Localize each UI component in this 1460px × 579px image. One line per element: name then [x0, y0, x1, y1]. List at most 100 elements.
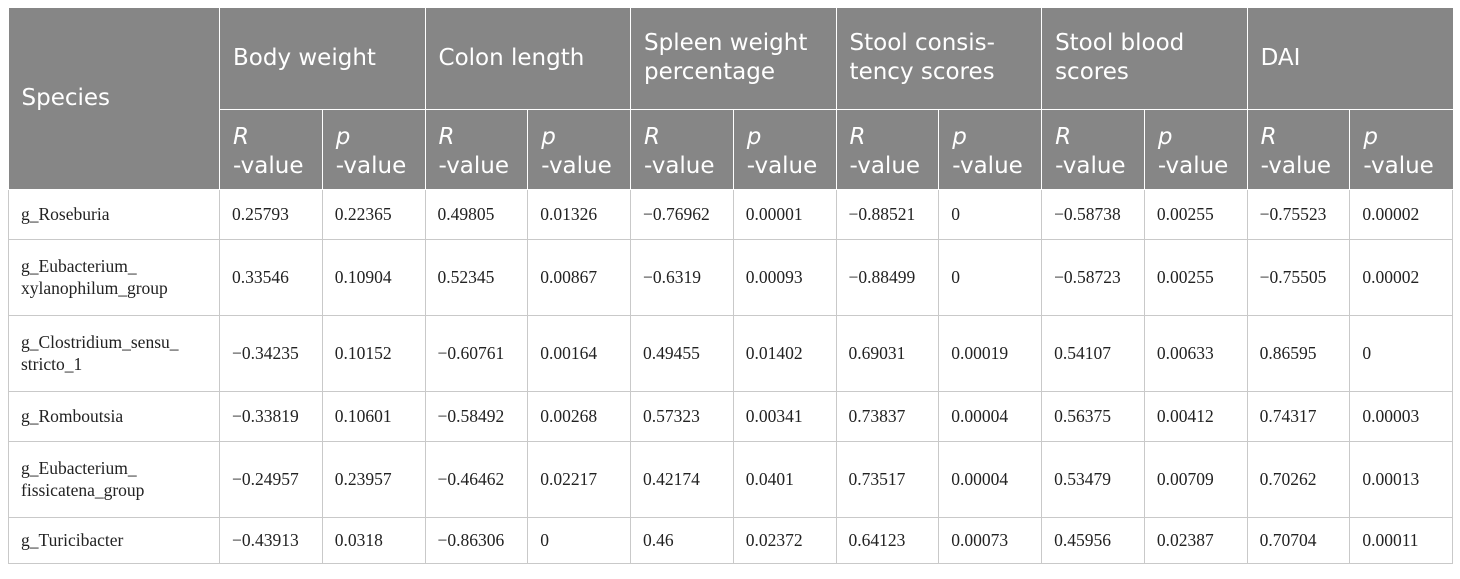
r-value-cell: −0.86306: [424, 516, 529, 564]
stat-suffix: -value: [1260, 153, 1332, 179]
group-header-stool-consistency: Stool consis-tency scores: [836, 8, 1043, 110]
stat-suffix: -value: [746, 153, 818, 179]
stat-suffix: -value: [335, 153, 407, 179]
p-value-cell: 0.00867: [527, 238, 632, 316]
p-value-cell: 0.00255: [1143, 188, 1248, 240]
table-row: g_Turicibacter −0.43913 0.0318 −0.86306 0 0.4…: [8, 516, 1454, 564]
p-value-cell: 0.02387: [1143, 516, 1248, 564]
r-value-cell: 0.25793: [219, 188, 323, 240]
r-value-header-spleen-weight: R -value: [630, 109, 734, 190]
stat-suffix: -value: [849, 153, 921, 179]
r-value-cell: −0.88499: [835, 238, 940, 316]
p-value-cell: 0.00633: [1143, 314, 1248, 392]
r-value-cell: 0.69031: [835, 314, 940, 392]
r-value-cell: −0.58738: [1041, 188, 1145, 240]
p-value-header-body-weight: p -value: [322, 109, 426, 190]
r-value-cell: 0.70262: [1246, 440, 1351, 518]
p-value-cell: 0.00164: [527, 314, 632, 392]
correlation-table: Species Body weight Colon length Spleen …: [8, 8, 1454, 564]
r-value-header-body-weight: R -value: [219, 109, 323, 190]
species-cell: g_Romboutsia: [8, 390, 220, 442]
stat-suffix: -value: [1055, 153, 1126, 179]
stat-letter: p: [335, 124, 351, 150]
species-cell: g_Clostridium_sensu_ stricto_1: [8, 314, 220, 392]
r-value-cell: −0.58492: [424, 390, 529, 442]
table-header: Species Body weight Colon length Spleen …: [8, 8, 1453, 190]
p-value-cell: 0.10601: [321, 390, 426, 442]
r-value-cell: −0.75523: [1246, 188, 1351, 240]
group-header-body-weight: Body weight: [219, 8, 426, 110]
table-row: g_Roseburia 0.25793 0.22365 0.49805 0.01326−…: [8, 188, 1454, 240]
stat-letter: p: [1363, 124, 1378, 150]
r-value-cell: 0.49455: [630, 314, 734, 392]
p-value-cell: 0.00011: [1349, 516, 1454, 564]
p-value-cell: 0.0401: [732, 440, 837, 518]
species-header: Species: [8, 8, 220, 190]
p-value-cell: 0.00268: [527, 390, 632, 442]
r-value-cell: 0.46: [630, 516, 734, 564]
stat-letter: p: [746, 124, 762, 150]
species-cell: g_Eubacterium_ fissicatena_group: [8, 440, 220, 518]
p-value-cell: 0.01326: [527, 188, 632, 240]
table-row: g_Eubacterium_ fissicatena_group −0.24957…: [8, 440, 1454, 518]
r-value-cell: 0.54107: [1041, 314, 1145, 392]
p-value-cell: 0.00013: [1349, 440, 1454, 518]
r-value-cell: −0.33819: [219, 390, 323, 442]
r-value-cell: 0.52345: [424, 238, 529, 316]
r-value-cell: 0.53479: [1041, 440, 1145, 518]
r-value-cell: −0.46462: [424, 440, 529, 518]
p-value-cell: 0.22365: [321, 188, 426, 240]
stat-letter: R: [644, 124, 661, 150]
p-value-cell: 0.10904: [321, 238, 426, 316]
r-value-cell: 0.42174: [630, 440, 734, 518]
species-cell: g_Roseburia: [8, 188, 220, 240]
r-value-cell: 0.33546: [219, 238, 323, 316]
stat-letter: p: [541, 124, 556, 150]
table-row: g_Romboutsia −0.33819 0.10601 −0.58492 0.002…: [8, 390, 1454, 442]
group-header-stool-blood: Stool blood scores: [1041, 8, 1248, 110]
r-value-cell: 0.56375: [1041, 390, 1145, 442]
p-value-header-stool-consistency: p -value: [938, 109, 1043, 190]
p-value-cell: 0.00412: [1143, 390, 1248, 442]
r-value-header-stool-blood: R -value: [1041, 109, 1145, 190]
p-value-cell: 0.00341: [732, 390, 837, 442]
p-value-cell: 0.00001: [732, 188, 837, 240]
r-value-cell: −0.60761: [424, 314, 529, 392]
stat-suffix: -value: [952, 153, 1023, 179]
r-value-cell: −0.75505: [1246, 238, 1351, 316]
r-value-cell: −0.6319: [630, 238, 734, 316]
r-value-cell: −0.88521: [835, 188, 940, 240]
p-value-cell: 0.01402: [732, 314, 837, 392]
p-value-cell: 0.00073: [938, 516, 1043, 564]
r-value-cell: −0.76962: [630, 188, 734, 240]
p-value-cell: 0.02372: [732, 516, 837, 564]
sub-header-row: R -value p -value R -value p -value R -value p -val…: [9, 109, 1453, 190]
r-value-cell: 0.73517: [835, 440, 940, 518]
table-row: g_Clostridium_sensu_ stricto_1 −0.34235 0.…: [8, 314, 1454, 392]
p-value-cell: 0.00019: [938, 314, 1043, 392]
r-value-cell: 0.74317: [1246, 390, 1351, 442]
p-value-cell: 0.00255: [1143, 238, 1248, 316]
p-value-cell: 0.10152: [321, 314, 426, 392]
r-value-header-stool-consistency: R -value: [836, 109, 940, 190]
stat-letter: R: [1055, 124, 1072, 150]
r-value-cell: −0.34235: [219, 314, 323, 392]
stat-letter: R: [233, 124, 249, 150]
stat-suffix: -value: [438, 153, 510, 179]
p-value-cell: 0: [938, 238, 1043, 316]
species-cell: g_Eubacterium_ xylanophilum_group: [8, 238, 220, 316]
group-header-dai: DAI: [1247, 8, 1453, 110]
table-body: g_Roseburia 0.25793 0.22365 0.49805 0.01326−…: [8, 188, 1454, 564]
r-value-cell: 0.49805: [424, 188, 529, 240]
r-value-cell: −0.58723: [1041, 238, 1145, 316]
r-value-cell: 0.86595: [1246, 314, 1351, 392]
r-value-cell: 0.73837: [835, 390, 940, 442]
p-value-cell: 0.00709: [1143, 440, 1248, 518]
p-value-cell: 0.00093: [732, 238, 837, 316]
r-value-header-colon-length: R -value: [425, 109, 529, 190]
stat-suffix: -value: [541, 153, 612, 179]
stat-letter: R: [438, 124, 455, 150]
r-value-cell: 0.57323: [630, 390, 734, 442]
group-header-spleen-weight: Spleen weight percentage: [630, 8, 837, 110]
p-value-cell: 0: [527, 516, 632, 564]
